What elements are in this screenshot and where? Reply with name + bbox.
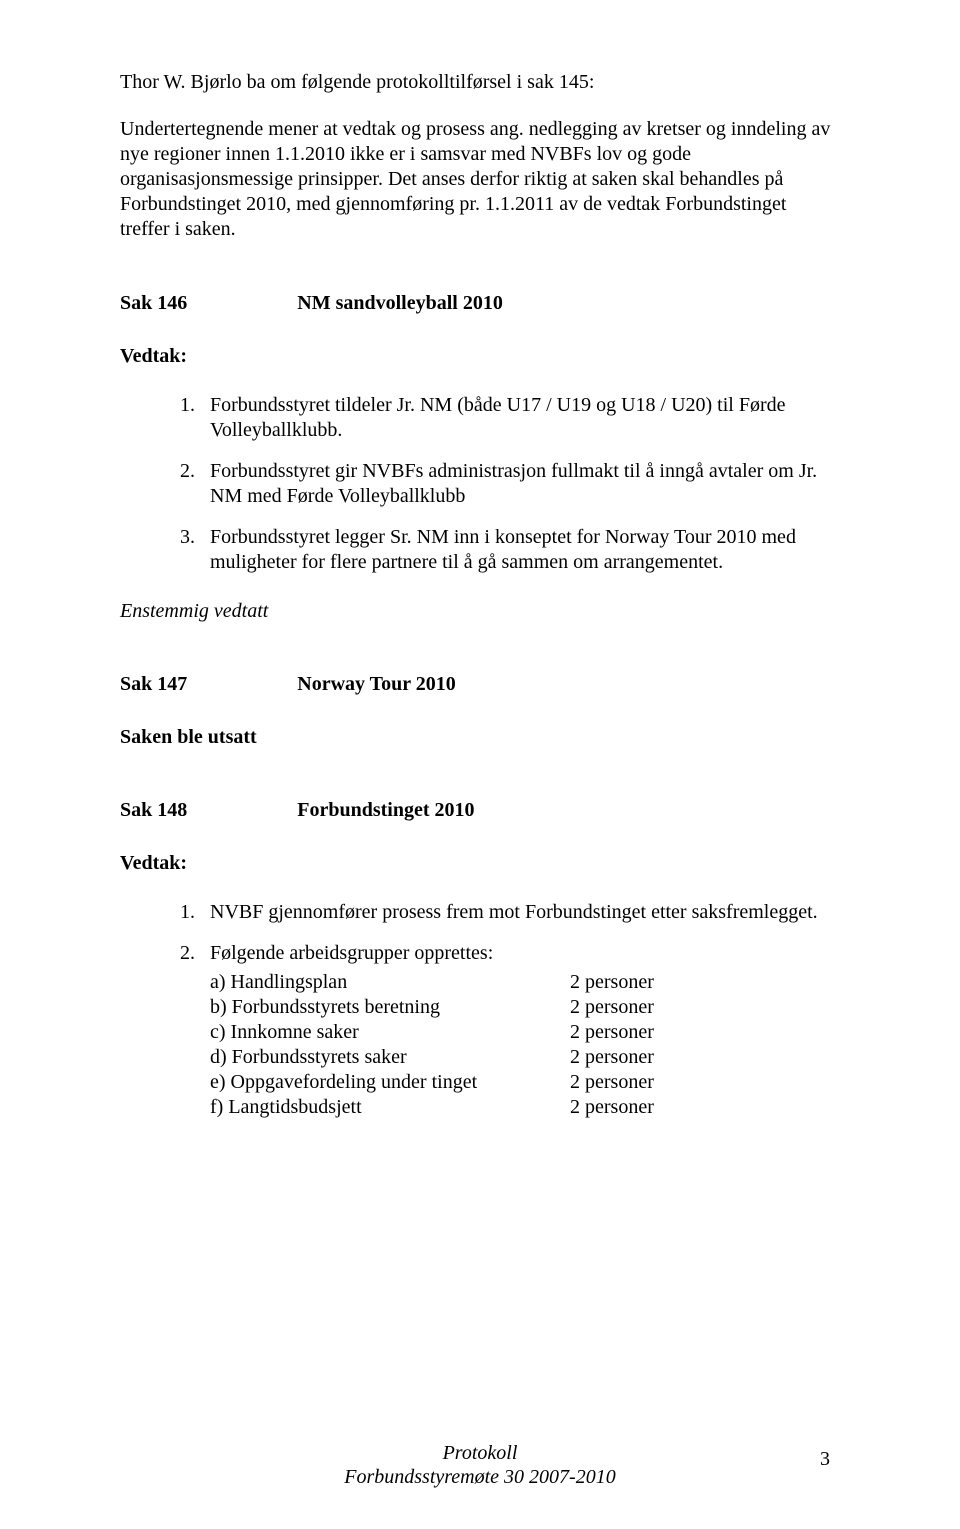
- sak-146-list: Forbundsstyret tildeler Jr. NM (både U17…: [120, 393, 840, 575]
- sublist-row: b) Forbundsstyrets beretning 2 personer: [210, 995, 840, 1020]
- sublist-row: c) Innkomne saker 2 personer: [210, 1020, 840, 1045]
- list-item: Forbundsstyret gir NVBFs administrasjon …: [200, 459, 840, 509]
- sublist-row: e) Oppgavefordeling under tinget 2 perso…: [210, 1070, 840, 1095]
- sak-146-enstemmig: Enstemmig vedtatt: [120, 600, 840, 623]
- document-page: Thor W. Bjørlo ba om følgende protokollt…: [0, 0, 960, 1529]
- sak-146-heading: Sak 146 NM sandvolleyball 2010: [120, 292, 840, 315]
- sak-147-id: Sak 147: [120, 673, 187, 696]
- sublist-value: 2 personer: [570, 1045, 654, 1070]
- sak-148-sublist: a) Handlingsplan 2 personer b) Forbundss…: [210, 970, 840, 1120]
- page-footer: Protokoll Forbundsstyremøte 30 2007-2010…: [0, 1441, 960, 1489]
- intro-line-2: Undertertegnende mener at vedtak og pros…: [120, 117, 840, 242]
- sublist-value: 2 personer: [570, 995, 654, 1020]
- sublist-value: 2 personer: [570, 1070, 654, 1095]
- sak-148-list: NVBF gjennomfører prosess frem mot Forbu…: [120, 900, 840, 1120]
- sak-147-status: Saken ble utsatt: [120, 726, 840, 749]
- list-item: Forbundsstyret legger Sr. NM inn i konse…: [200, 525, 840, 575]
- sak-146-title: NM sandvolleyball 2010: [297, 292, 503, 315]
- sak-148-vedtak-label: Vedtak:: [120, 852, 840, 875]
- list-item: Forbundsstyret tildeler Jr. NM (både U17…: [200, 393, 840, 443]
- sublist-row: f) Langtidsbudsjett 2 personer: [210, 1095, 840, 1120]
- sublist-label: d) Forbundsstyrets saker: [210, 1045, 570, 1070]
- sublist-label: a) Handlingsplan: [210, 970, 570, 995]
- sak-148-id: Sak 148: [120, 799, 187, 822]
- sublist-value: 2 personer: [570, 970, 654, 995]
- intro-line-1: Thor W. Bjørlo ba om følgende protokollt…: [120, 70, 840, 95]
- footer-center: Protokoll Forbundsstyremøte 30 2007-2010: [0, 1441, 960, 1489]
- sublist-value: 2 personer: [570, 1020, 654, 1045]
- sublist-label: b) Forbundsstyrets beretning: [210, 995, 570, 1020]
- sublist-label: f) Langtidsbudsjett: [210, 1095, 570, 1120]
- footer-line2: Forbundsstyremøte 30 2007-2010: [0, 1465, 960, 1489]
- list-item: NVBF gjennomfører prosess frem mot Forbu…: [200, 900, 840, 925]
- sak-146-id: Sak 146: [120, 292, 187, 315]
- footer-pagenum: 3: [820, 1448, 830, 1471]
- footer-line1: Protokoll: [0, 1441, 960, 1465]
- sublist-label: e) Oppgavefordeling under tinget: [210, 1070, 570, 1095]
- sak-146-vedtak-label: Vedtak:: [120, 345, 840, 368]
- sublist-row: a) Handlingsplan 2 personer: [210, 970, 840, 995]
- sak-148-heading: Sak 148 Forbundstinget 2010: [120, 799, 840, 822]
- sak-147-heading: Sak 147 Norway Tour 2010: [120, 673, 840, 696]
- sublist-value: 2 personer: [570, 1095, 654, 1120]
- list-item: Følgende arbeidsgrupper opprettes: a) Ha…: [200, 941, 840, 1120]
- sak-147-title: Norway Tour 2010: [297, 673, 456, 696]
- sak-148-title: Forbundstinget 2010: [297, 799, 474, 822]
- sak-148-item2-intro: Følgende arbeidsgrupper opprettes:: [210, 942, 493, 964]
- sublist-row: d) Forbundsstyrets saker 2 personer: [210, 1045, 840, 1070]
- sublist-label: c) Innkomne saker: [210, 1020, 570, 1045]
